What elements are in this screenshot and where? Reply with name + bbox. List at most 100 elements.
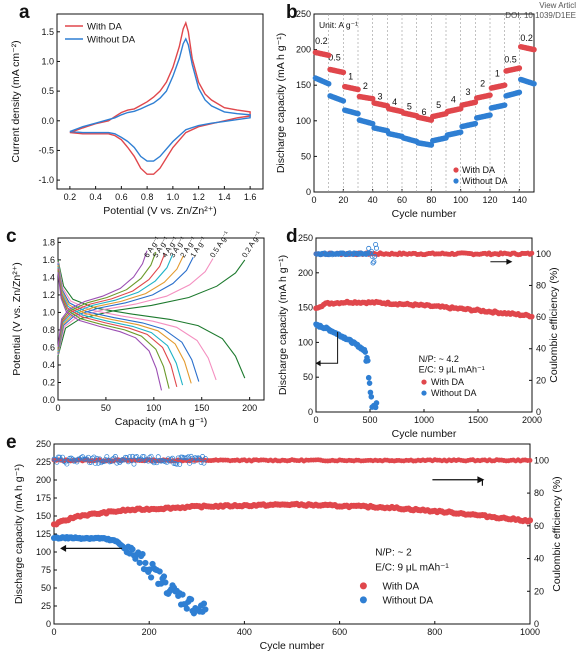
ce-point bbox=[338, 250, 344, 256]
ce-point bbox=[112, 454, 118, 459]
arrow-left bbox=[315, 331, 339, 364]
rate-point bbox=[531, 46, 537, 53]
rate-label: 0.2 A g⁻¹ bbox=[240, 229, 263, 259]
panel-c: 0 50 100 150 200 0.0 0.2 0.4 0.6 0.8 1.0 1.2 1.4 1.6 1… bbox=[6, 226, 265, 428]
discharge-curve bbox=[57, 261, 217, 381]
legend-label: With DA bbox=[87, 22, 123, 33]
ce-point bbox=[364, 251, 370, 257]
panel-letter: a bbox=[19, 2, 30, 23]
rate-label: 0.5 bbox=[328, 52, 341, 62]
rate-label: 0.5 bbox=[504, 54, 517, 64]
x-tick-label: 100 bbox=[453, 195, 468, 205]
capacity-point bbox=[528, 313, 535, 320]
y-tick-label: 75 bbox=[41, 565, 51, 575]
capacity-point bbox=[200, 600, 208, 607]
ce-point bbox=[185, 454, 191, 460]
x-tick-label: 120 bbox=[482, 195, 497, 205]
x-axis-label: Cycle number bbox=[392, 428, 457, 440]
discharge-curve bbox=[57, 259, 246, 379]
y-tick-label: 1.4 bbox=[42, 272, 55, 282]
ce-point bbox=[202, 456, 208, 461]
ce-point bbox=[131, 461, 137, 467]
y-tick-label: 0 bbox=[306, 187, 311, 197]
rate-point bbox=[501, 82, 508, 88]
x-tick-label: 0.8 bbox=[141, 192, 154, 202]
capacity-point bbox=[179, 591, 186, 598]
y2-tick-label: 20 bbox=[534, 586, 544, 596]
x-tick-label: 0 bbox=[51, 627, 56, 637]
y-tick-label: 150 bbox=[36, 511, 51, 521]
capacity-point bbox=[136, 559, 143, 566]
ce-point bbox=[134, 454, 140, 460]
y-tick-label: 1.5 bbox=[41, 27, 54, 37]
y-axis-label: Potential (V vs. Zn/Zn²⁺) bbox=[11, 262, 23, 376]
capacity-point bbox=[162, 579, 169, 586]
rate-point bbox=[355, 110, 361, 117]
capacity-point bbox=[160, 573, 168, 580]
x-tick-label: 60 bbox=[397, 195, 407, 205]
ce-point bbox=[170, 455, 175, 461]
y-tick-label: 50 bbox=[41, 583, 51, 593]
ce-point bbox=[95, 460, 101, 466]
y-tick-label: 0.0 bbox=[42, 395, 55, 405]
x-tick-label: 1.6 bbox=[244, 192, 257, 202]
charge-curve bbox=[57, 255, 184, 353]
ce-point bbox=[138, 456, 144, 462]
charge-curve bbox=[57, 251, 157, 349]
capacity-point bbox=[202, 606, 209, 613]
x-tick-label: 0 bbox=[311, 195, 316, 205]
x-tick-label: 800 bbox=[427, 627, 442, 637]
arrow-left-head bbox=[60, 544, 67, 552]
y-tick-label: 1.8 bbox=[42, 237, 55, 247]
capacity-point bbox=[183, 605, 190, 612]
capacity-point bbox=[526, 517, 534, 524]
x-tick-label: 200 bbox=[142, 627, 157, 637]
rate-point bbox=[457, 129, 464, 135]
y2-tick-label: 40 bbox=[536, 344, 546, 354]
y-tick-label: 250 bbox=[296, 9, 311, 19]
x-tick-label: 1.2 bbox=[192, 192, 205, 202]
legend-label: Without DA bbox=[382, 595, 433, 606]
view-article-text[interactable]: View Articl bbox=[539, 1, 576, 10]
charge-curve bbox=[57, 257, 194, 354]
legend-label: With DA bbox=[431, 377, 464, 387]
note-ec: E/C: 9 μL mAh⁻¹ bbox=[375, 563, 449, 574]
ce-point bbox=[369, 253, 375, 259]
ce-point bbox=[54, 459, 60, 465]
arrow-right-head bbox=[477, 476, 485, 484]
ce-point bbox=[125, 459, 131, 465]
panel-letter: b bbox=[286, 2, 298, 23]
capacity-point bbox=[187, 596, 195, 603]
discharge-curve bbox=[57, 263, 200, 382]
y-tick-label: 100 bbox=[36, 547, 51, 557]
ce-point bbox=[60, 454, 66, 460]
ce-point bbox=[140, 454, 145, 460]
x-tick-label: 500 bbox=[362, 415, 377, 425]
ce-point bbox=[174, 461, 180, 467]
legend-label: With DA bbox=[382, 581, 419, 592]
ce-point bbox=[110, 456, 115, 462]
y-tick-label: 150 bbox=[296, 80, 311, 90]
y-tick-label: 0 bbox=[46, 619, 51, 629]
capacity-point bbox=[156, 568, 163, 575]
rate-label: 1 bbox=[348, 72, 353, 82]
panel-letter: e bbox=[6, 432, 17, 453]
x-tick-label: 20 bbox=[338, 195, 348, 205]
ce-point bbox=[92, 460, 98, 466]
x-tick-label: 0 bbox=[313, 415, 318, 425]
cv-curve-with-da bbox=[69, 20, 251, 175]
charge-curve bbox=[57, 253, 166, 350]
legend-label: Without DA bbox=[87, 35, 136, 46]
ce-point bbox=[148, 453, 154, 459]
discharge-curve bbox=[57, 266, 184, 386]
rate-label: 5 bbox=[407, 101, 412, 111]
ce-point bbox=[117, 460, 123, 465]
capacity-point bbox=[129, 546, 136, 553]
rate-label: 1 bbox=[495, 69, 500, 79]
x-tick-label: 1500 bbox=[468, 415, 488, 425]
rate-point bbox=[340, 98, 347, 104]
capacity-point bbox=[148, 574, 155, 581]
charge-curve bbox=[57, 250, 148, 348]
y2-tick-label: 80 bbox=[536, 280, 546, 290]
